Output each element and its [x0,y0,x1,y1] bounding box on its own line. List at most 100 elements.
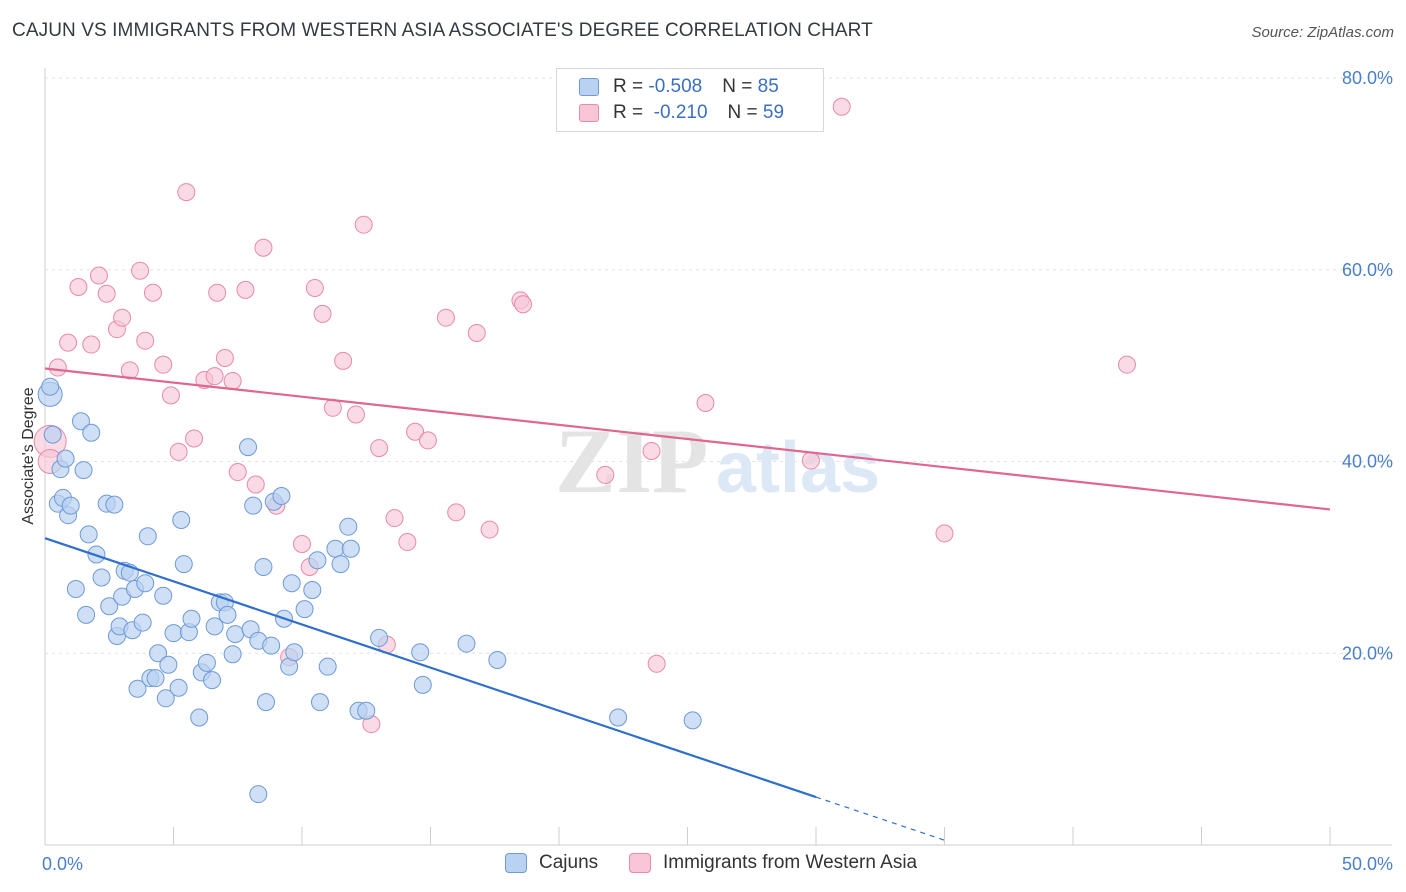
point-cajuns [203,671,222,690]
point-immigrants [406,422,425,441]
point-immigrants [334,351,353,370]
point-immigrants [154,355,173,374]
y-tick-label: 60.0% [1342,260,1393,280]
point-immigrants [185,429,204,448]
point-cajuns [223,645,242,664]
point-cajuns [262,636,281,655]
y-tick-label: 20.0% [1342,643,1393,663]
point-immigrants [208,283,227,302]
x-tick-label: 50.0% [1342,854,1393,874]
chart-title: CAJUN VS IMMIGRANTS FROM WESTERN ASIA AS… [12,20,873,41]
point-cajuns [272,487,291,506]
point-immigrants [642,441,661,460]
point-cajuns [331,555,350,574]
grid-lines [45,77,1392,654]
point-cajuns [136,574,155,593]
point-cajuns [683,711,702,730]
legend-label-cajuns: Cajuns [539,852,599,873]
legend-swatch-immigrants [579,104,599,122]
tick-labels: 20.0% 40.0% 60.0% 80.0% 0.0% 50.0% [42,68,1393,874]
point-cajuns [339,517,358,536]
legend-item-immigrants: Immigrants from Western Asia [629,852,917,874]
point-immigrants [131,261,150,280]
legend-label-immigrants: Immigrants from Western Asia [663,852,918,873]
point-cajuns [66,580,85,599]
point-immigrants [236,280,255,299]
point-immigrants [346,405,365,424]
point-cajuns [257,693,276,712]
legend-swatch-cajuns [579,78,599,96]
point-cajuns [172,510,191,529]
point-immigrants [385,509,404,528]
point-cajuns [128,679,147,698]
point-immigrants [113,308,132,327]
point-cajuns [411,643,430,662]
point-cajuns [254,557,273,576]
point-cajuns [182,609,201,628]
point-cajuns [285,643,304,662]
point-cajuns [218,605,237,624]
point-cajuns [226,625,245,644]
point-cajuns [71,412,90,431]
point-cajuns [154,586,173,605]
point-immigrants [161,386,180,405]
legend-n-label: N = [722,76,758,97]
point-immigrants [832,97,851,116]
point-cajuns [326,539,345,558]
point-immigrants [514,295,533,314]
point-immigrants [323,398,342,417]
legend-r-value-cajuns: -0.508 [648,76,703,97]
legend-n-value-immigrants: 59 [762,102,785,123]
point-cajuns [413,675,432,694]
point-cajuns [488,650,507,669]
legend-row-cajuns: R = -0.508 N = 85 [579,75,779,99]
point-cajuns [169,678,188,697]
watermark-zip: ZIP [555,410,708,512]
point-cajuns [77,605,96,624]
point-immigrants [354,215,373,234]
point-immigrants [935,524,954,543]
trend-line-immigrants [44,367,1331,511]
trend-lines [44,367,1331,841]
point-cajuns [146,669,165,688]
point-immigrants [169,442,188,461]
point-immigrants [136,331,155,350]
point-cajuns [310,693,329,712]
legend-r-label: R = [613,76,649,97]
legend-item-cajuns: Cajuns [505,852,598,874]
point-cajuns [105,495,124,514]
point-cajuns [303,580,322,599]
y-axis-label: Associate's Degree [20,387,37,524]
point-cajuns [100,597,119,616]
point-cajuns [43,425,62,444]
point-cajuns [308,551,327,570]
point-cajuns [174,555,193,574]
point-cajuns [56,449,75,468]
point-cajuns [138,527,157,546]
point-immigrants [313,304,332,323]
point-immigrants [143,283,162,302]
point-immigrants [177,183,196,202]
legend-stats: R = -0.508 N = 85 R = -0.210 N = 59 [556,68,824,132]
point-immigrants [305,278,324,297]
point-cajuns [133,613,152,632]
legend-r-label: R = [613,102,649,123]
point-cajuns [164,624,183,643]
point-immigrants [69,278,88,297]
point-immigrants [467,324,486,343]
legend-r-value-immigrants: -0.210 [648,102,708,123]
point-immigrants [246,475,265,494]
point-immigrants [596,465,615,484]
x-tick-label: 0.0% [42,854,83,874]
legend-n-label: N = [727,102,763,123]
point-immigrants [293,534,311,553]
point-cajuns [205,617,224,636]
point-immigrants [480,520,499,539]
watermark: ZIP atlas [555,410,880,512]
point-cajuns [159,655,178,674]
trend-line-cajuns [44,537,817,799]
series-cajuns-points [37,377,702,804]
point-immigrants [223,371,242,390]
point-cajuns [357,701,376,720]
point-cajuns [249,785,268,804]
